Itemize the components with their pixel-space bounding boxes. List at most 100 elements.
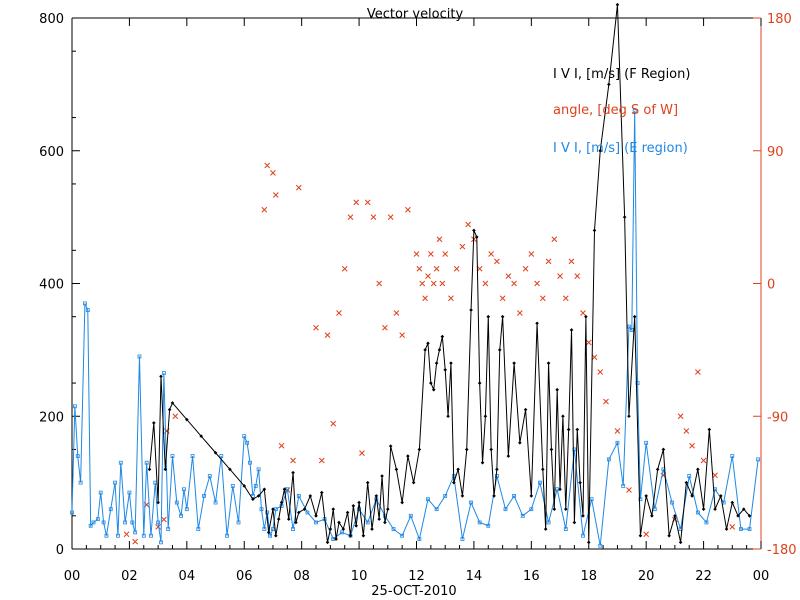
f-region-point [497,348,502,352]
e-region-point [202,493,206,498]
e-region-point [494,474,499,478]
angle-point [382,324,388,331]
chart-title: Vector velocity [367,7,464,22]
e-region-point [443,493,448,498]
f-region-point [411,480,416,485]
angle-point [161,516,167,523]
e-region-point [104,533,109,538]
f-region-point [474,235,479,239]
angle-point [488,251,494,257]
angle-point [413,251,420,257]
angle-point [700,457,707,464]
f-region-point [276,517,281,521]
e-region-point [78,480,83,485]
f-region-point [380,474,384,478]
y-left-tick-label: 600 [39,145,64,160]
f-region-point [334,537,338,541]
angle-point [336,310,342,316]
f-region-point [598,148,603,153]
angle-point [313,324,319,331]
x-tick-label: 10 [351,569,368,584]
x-tick-label: 08 [293,569,310,584]
f-region-point [426,341,430,346]
e-region-point [85,308,90,312]
f-region-point [213,450,218,455]
angle-point [399,332,405,338]
e-region-point [730,454,735,458]
f-region-point [678,540,683,545]
e-region-point [262,527,267,531]
angle-point [516,310,523,316]
y-left-tick-label: 0 [56,543,64,558]
y-left-tick-label: 400 [39,278,64,293]
e-region-point [503,507,508,512]
e-region-point [127,490,132,495]
f-region-point [724,527,729,531]
angle-point [295,184,302,191]
e-region-point [268,533,272,538]
f-region-point [302,507,307,511]
e-region-point [95,517,100,522]
e-region-point [520,513,525,518]
f-region-point [561,414,565,419]
angle-point [318,457,325,464]
angle-point [465,221,472,228]
angle-point [347,214,354,220]
e-region-point [149,533,153,538]
e-region-point [230,484,235,488]
f-region-point [552,507,557,511]
f-region-point [331,507,336,511]
f-region-point [370,527,374,531]
angle-point [442,251,449,257]
f-region-point [282,487,287,492]
e-region-point [256,467,261,472]
e-region-point [408,513,413,518]
e-region-point [161,371,166,376]
angle-point [643,531,650,538]
f-region-point [581,514,585,518]
angle-point [557,273,563,279]
f-region-point [351,504,356,508]
f-region-point [156,500,160,505]
e-region-point [225,533,229,538]
f-region-point [500,314,505,319]
x-tick-label: 00 [64,569,81,584]
angle-point [568,258,575,265]
angle-point [522,265,529,272]
e-region-point [314,520,318,525]
f-region-point [446,414,450,419]
f-region-point [632,314,637,319]
angle-point [416,265,423,272]
f-region-point [147,467,152,472]
e-region-point [417,537,422,541]
e-region-point [606,457,611,462]
angle-point [677,413,684,420]
f-region-point [163,467,168,472]
x-tick-label: 12 [408,569,425,584]
f-region-point [472,228,476,233]
e-region-point [70,510,74,515]
f-region-point [529,494,534,498]
e-region-point [219,454,224,458]
angle-point [387,214,394,220]
e-region-point [426,497,430,502]
f-region-point [518,441,522,445]
f-region-point [492,494,496,498]
angle-point [428,251,434,257]
x-tick-label: 22 [695,569,712,584]
legend: I V I, [m/s] (F Region) angle, [deg S of… [553,67,690,156]
angle-point [539,295,546,302]
f-region-point [575,427,580,432]
e-region-point [546,520,551,525]
f-region-point [417,447,422,452]
angle-point [123,531,130,538]
x-tick-label: 04 [179,569,196,584]
f-region-point [696,467,700,472]
f-region-point [690,494,694,498]
f-region-point [357,500,361,505]
angle-point [626,487,632,493]
f-region-point [622,215,627,219]
e-region-point [184,507,189,512]
f-region-point [615,2,620,7]
angle-point [364,199,371,206]
